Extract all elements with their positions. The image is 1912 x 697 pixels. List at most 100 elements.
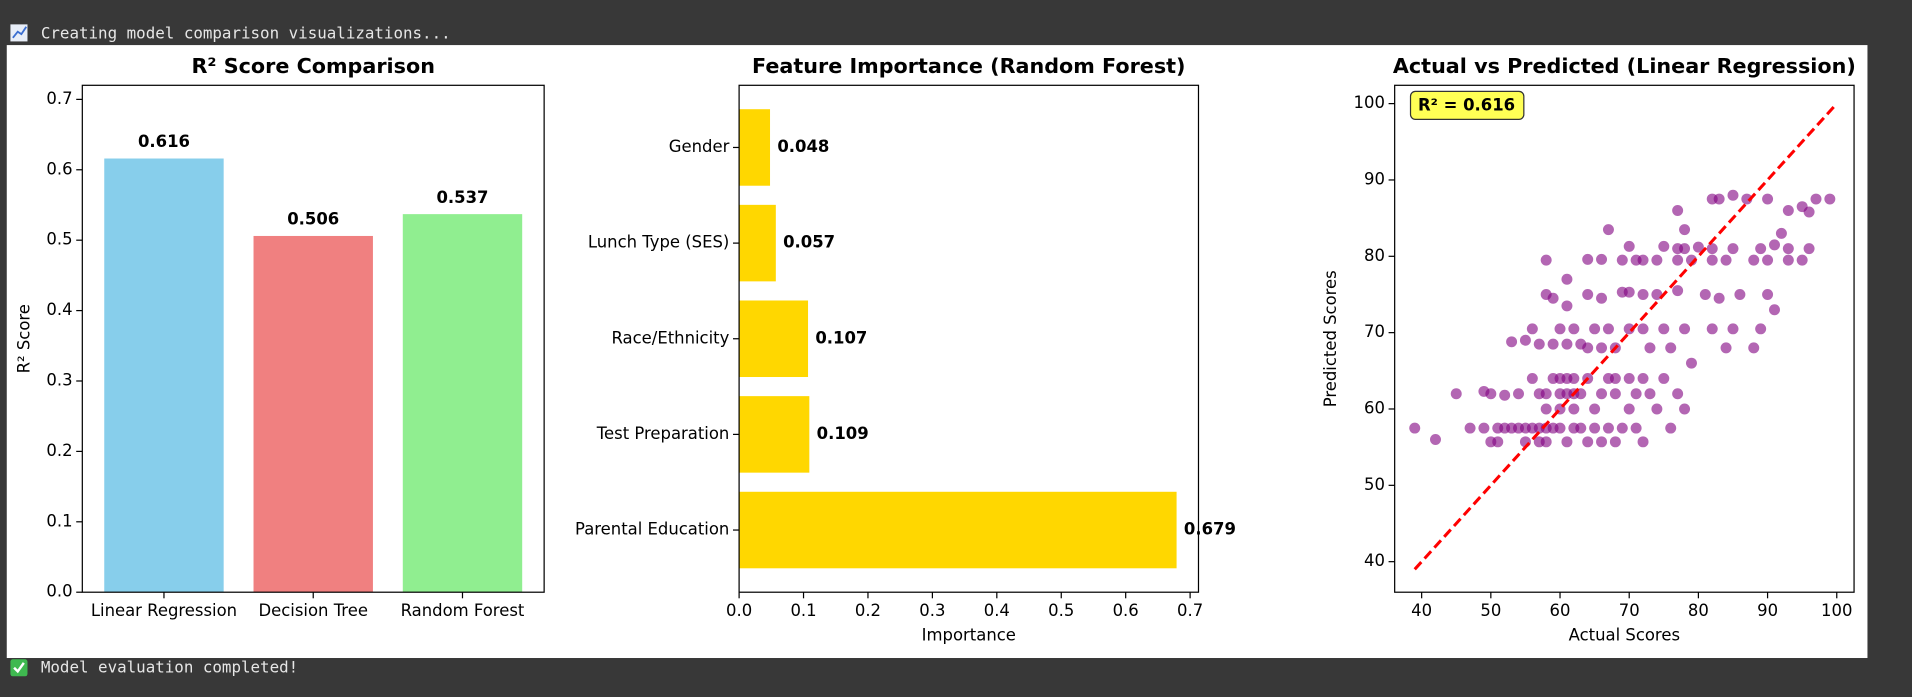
x-tick-label: 0.5 — [1048, 601, 1074, 620]
point — [1727, 323, 1739, 335]
point — [1596, 253, 1608, 265]
x-tick-label: 0.7 — [1177, 601, 1203, 620]
bar — [739, 300, 809, 378]
point — [1409, 422, 1421, 434]
point — [1699, 288, 1711, 300]
point — [1658, 372, 1670, 384]
point — [1582, 253, 1594, 265]
point — [1727, 243, 1739, 255]
y-tick-label: 0.0 — [46, 582, 72, 601]
point — [1630, 388, 1642, 400]
point — [1692, 241, 1704, 253]
point — [1762, 193, 1774, 205]
reference-line — [1413, 102, 1838, 571]
point — [1478, 422, 1490, 434]
point — [1748, 342, 1760, 354]
x-tick-label: 100 — [1821, 601, 1852, 620]
point — [1616, 422, 1628, 434]
point — [1582, 342, 1594, 354]
x-tick-label: Decision Tree — [258, 601, 367, 620]
point — [1637, 288, 1649, 300]
point — [1810, 193, 1822, 205]
point — [1644, 388, 1656, 400]
y-tick-label: Gender — [669, 137, 730, 156]
point — [1720, 342, 1732, 354]
value-label: 0.109 — [817, 424, 869, 443]
y-tick-label: Race/Ethnicity — [612, 328, 730, 347]
point — [1526, 372, 1538, 384]
log-line: Model evaluation completed! — [41, 657, 298, 676]
point — [1658, 323, 1670, 335]
point — [1554, 323, 1566, 335]
bar — [253, 235, 373, 593]
y-tick-label: Parental Education — [575, 520, 729, 539]
point — [1782, 254, 1794, 266]
check-mark — [13, 662, 25, 674]
y-tick-label: 100 — [1354, 93, 1385, 112]
point — [1762, 254, 1774, 266]
point — [1769, 239, 1780, 251]
value-label: 0.616 — [138, 132, 190, 151]
point — [1713, 292, 1725, 304]
point — [1679, 323, 1691, 335]
chart-title: Feature Importance (Random Forest) — [752, 54, 1185, 78]
axes-frame — [81, 84, 545, 593]
point — [1637, 323, 1649, 335]
y-tick-label: Test Preparation — [596, 424, 730, 443]
x-tick-label: Linear Regression — [91, 601, 237, 620]
point — [1596, 436, 1608, 448]
x-tick-label: 60 — [1550, 601, 1571, 620]
y-tick-label: 0.7 — [46, 89, 72, 108]
point — [1755, 323, 1767, 335]
point — [1679, 243, 1691, 255]
point — [1540, 388, 1552, 400]
point — [1540, 254, 1552, 266]
y-axis-label: Predicted Scores — [1321, 270, 1340, 407]
y-tick-label: 50 — [1364, 475, 1385, 494]
x-tick-label: 90 — [1757, 601, 1778, 620]
y-tick-label: 0.6 — [46, 159, 72, 178]
chart-title: Actual vs Predicted (Linear Regression) — [1393, 54, 1856, 78]
bar — [104, 158, 224, 593]
point — [1540, 403, 1552, 415]
chart-title: R² Score Comparison — [191, 54, 434, 78]
point — [1637, 436, 1649, 448]
bar — [739, 396, 810, 473]
point — [1623, 372, 1635, 384]
point — [1561, 273, 1573, 285]
point — [1464, 422, 1476, 434]
point — [1623, 403, 1635, 415]
point — [1575, 422, 1587, 434]
y-tick-label: Lunch Type (SES) — [588, 233, 729, 252]
point — [1720, 254, 1732, 266]
point — [1540, 436, 1552, 448]
y-tick-label: 0.5 — [46, 230, 72, 249]
axes-frame — [1394, 84, 1855, 593]
x-tick-label: 50 — [1480, 601, 1501, 620]
point — [1734, 288, 1746, 300]
point — [1609, 372, 1621, 384]
x-tick-label: Random Forest — [401, 601, 525, 620]
value-label: 0.537 — [436, 188, 488, 207]
point — [1533, 338, 1545, 350]
point — [1547, 338, 1559, 350]
value-label: 0.506 — [287, 210, 339, 229]
point — [1651, 254, 1663, 266]
point — [1672, 285, 1684, 297]
point — [1672, 254, 1684, 266]
point — [1596, 342, 1608, 354]
y-tick-label: 0.3 — [46, 370, 72, 389]
x-tick-label: 0.6 — [1113, 601, 1139, 620]
value-label: 0.679 — [1184, 520, 1236, 539]
value-label: 0.057 — [783, 233, 835, 252]
x-tick-label: 0.2 — [855, 601, 881, 620]
y-tick-label: 70 — [1364, 322, 1385, 341]
x-tick-label: 80 — [1688, 601, 1709, 620]
point — [1492, 436, 1504, 448]
x-tick-label: 70 — [1619, 601, 1640, 620]
point — [1637, 254, 1649, 266]
point — [1644, 342, 1656, 354]
point — [1665, 342, 1677, 354]
point — [1775, 227, 1787, 239]
bar — [739, 491, 1177, 569]
